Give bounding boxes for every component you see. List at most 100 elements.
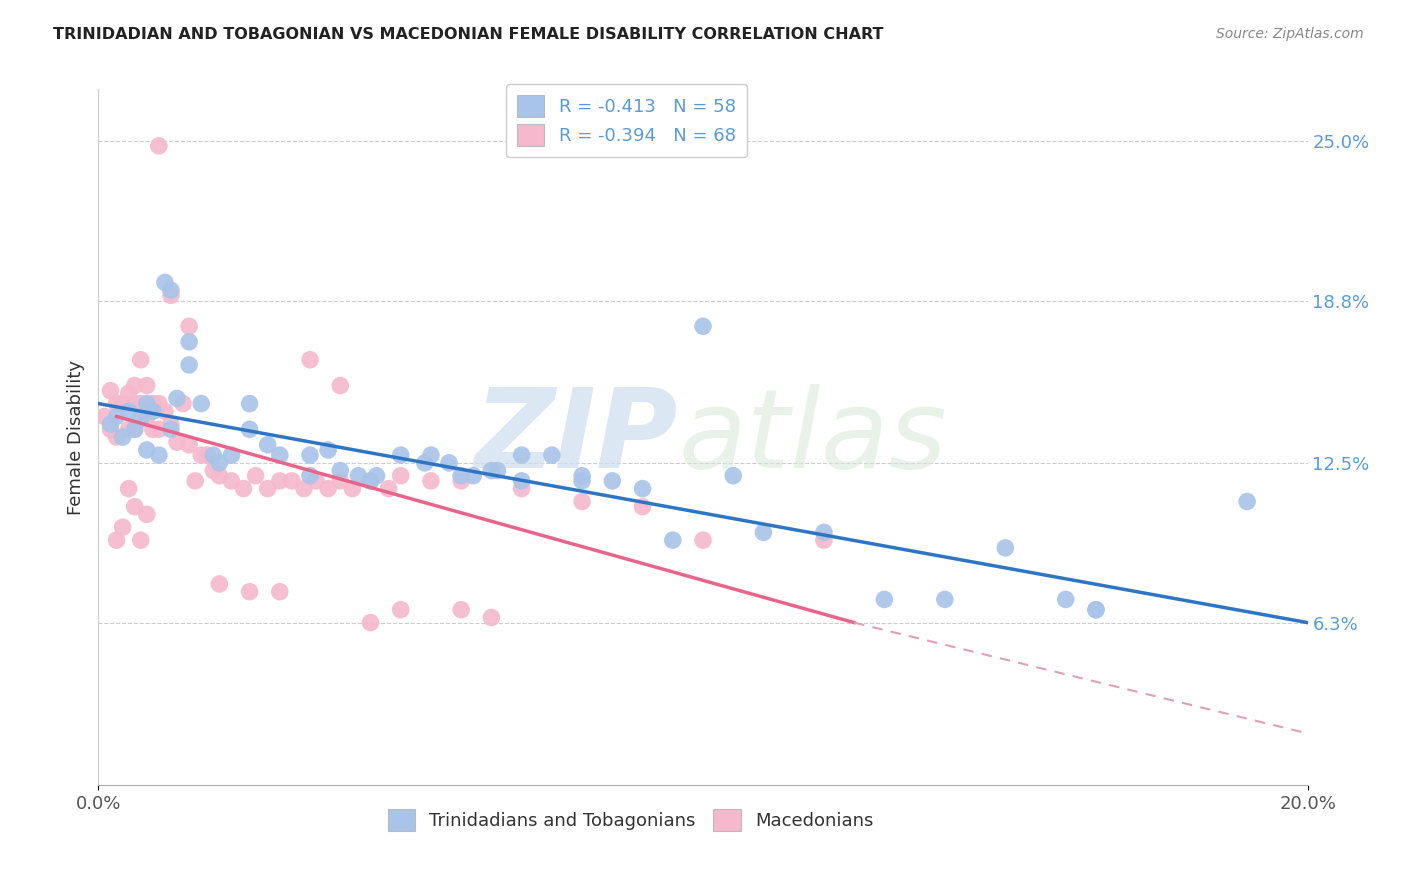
Point	[377, 482, 399, 496]
Point	[118, 482, 141, 496]
Point	[450, 468, 472, 483]
Point	[160, 422, 183, 436]
Point	[510, 474, 533, 488]
Point	[202, 448, 225, 462]
Point	[239, 396, 262, 410]
Point	[111, 396, 134, 410]
Point	[360, 474, 382, 488]
Point	[256, 482, 278, 496]
Point	[166, 392, 188, 406]
Point	[661, 533, 683, 548]
Point	[481, 610, 503, 624]
Point	[299, 468, 322, 483]
Point	[299, 448, 322, 462]
Point	[360, 474, 382, 488]
Point	[135, 396, 157, 410]
Point	[179, 438, 201, 452]
Point	[1054, 592, 1077, 607]
Point	[389, 448, 412, 462]
Point	[420, 474, 443, 488]
Point	[239, 584, 262, 599]
Point	[148, 448, 170, 462]
Point	[153, 404, 176, 418]
Point	[118, 404, 141, 418]
Point	[292, 482, 315, 496]
Point	[299, 352, 322, 367]
Point	[366, 468, 388, 483]
Text: Source: ZipAtlas.com: Source: ZipAtlas.com	[1216, 27, 1364, 41]
Point	[100, 417, 122, 432]
Point	[105, 430, 128, 444]
Point	[202, 464, 225, 478]
Point	[148, 396, 170, 410]
Point	[540, 448, 562, 462]
Point	[93, 409, 115, 424]
Point	[316, 442, 339, 457]
Point	[124, 422, 146, 436]
Point	[329, 378, 352, 392]
Point	[389, 468, 412, 483]
Point	[692, 533, 714, 548]
Point	[450, 603, 472, 617]
Point	[129, 533, 152, 548]
Point	[389, 603, 412, 617]
Point	[124, 422, 146, 436]
Point	[166, 435, 188, 450]
Point	[571, 474, 593, 488]
Point	[463, 468, 485, 483]
Point	[1085, 603, 1108, 617]
Point	[111, 430, 134, 444]
Point	[239, 422, 262, 436]
Point	[752, 525, 775, 540]
Point	[160, 417, 183, 432]
Point	[208, 456, 231, 470]
Point	[316, 482, 339, 496]
Point	[347, 468, 370, 483]
Text: TRINIDADIAN AND TOBAGONIAN VS MACEDONIAN FEMALE DISABILITY CORRELATION CHART: TRINIDADIAN AND TOBAGONIAN VS MACEDONIAN…	[53, 27, 884, 42]
Point	[142, 404, 165, 418]
Point	[329, 464, 352, 478]
Point	[100, 422, 122, 436]
Point	[813, 533, 835, 548]
Point	[221, 474, 243, 488]
Point	[135, 442, 157, 457]
Point	[602, 474, 624, 488]
Y-axis label: Female Disability: Female Disability	[66, 359, 84, 515]
Point	[129, 396, 152, 410]
Point	[1085, 603, 1108, 617]
Point	[934, 592, 956, 607]
Point	[100, 384, 122, 398]
Point	[305, 474, 328, 488]
Point	[172, 396, 194, 410]
Point	[571, 494, 593, 508]
Point	[281, 474, 304, 488]
Point	[481, 464, 503, 478]
Point	[184, 474, 207, 488]
Point	[269, 584, 291, 599]
Point	[190, 448, 212, 462]
Point	[450, 474, 472, 488]
Point	[124, 500, 146, 514]
Text: ZIP: ZIP	[475, 384, 679, 491]
Point	[160, 283, 183, 297]
Point	[135, 409, 157, 424]
Point	[105, 409, 128, 424]
Point	[510, 482, 533, 496]
Point	[208, 577, 231, 591]
Point	[148, 422, 170, 436]
Point	[179, 319, 201, 334]
Point	[124, 378, 146, 392]
Point	[135, 508, 157, 522]
Point	[437, 456, 460, 470]
Point	[221, 448, 243, 462]
Point	[692, 319, 714, 334]
Point	[179, 358, 201, 372]
Point	[269, 448, 291, 462]
Point	[420, 448, 443, 462]
Text: atlas: atlas	[679, 384, 948, 491]
Point	[269, 474, 291, 488]
Point	[723, 468, 745, 483]
Point	[873, 592, 896, 607]
Point	[256, 438, 278, 452]
Point	[142, 396, 165, 410]
